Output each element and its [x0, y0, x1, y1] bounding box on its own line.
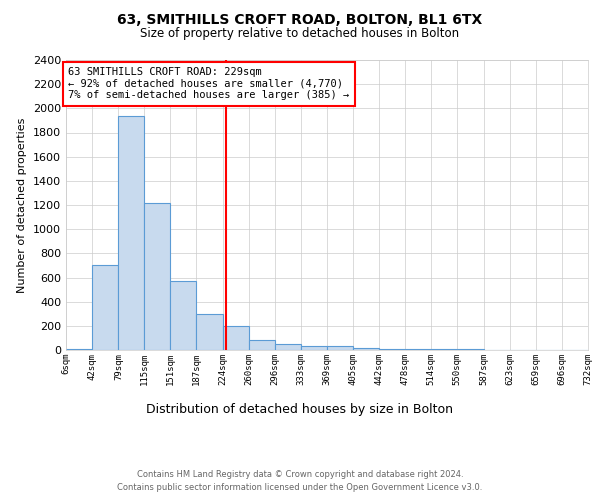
- Text: Size of property relative to detached houses in Bolton: Size of property relative to detached ho…: [140, 28, 460, 40]
- Bar: [248, 340, 275, 350]
- Bar: [406, 349, 431, 350]
- Bar: [223, 326, 248, 350]
- Y-axis label: Number of detached properties: Number of detached properties: [17, 118, 28, 292]
- Text: Distribution of detached houses by size in Bolton: Distribution of detached houses by size …: [146, 402, 454, 415]
- Bar: [301, 346, 327, 350]
- Bar: [145, 202, 170, 350]
- Text: Contains public sector information licensed under the Open Government Licence v3: Contains public sector information licen…: [118, 482, 482, 492]
- Text: Contains HM Land Registry data © Crown copyright and database right 2024.: Contains HM Land Registry data © Crown c…: [137, 470, 463, 479]
- Bar: [275, 344, 301, 350]
- Bar: [92, 266, 118, 350]
- Text: 63, SMITHILLS CROFT ROAD, BOLTON, BL1 6TX: 63, SMITHILLS CROFT ROAD, BOLTON, BL1 6T…: [118, 12, 482, 26]
- Bar: [327, 346, 353, 350]
- Bar: [196, 314, 223, 350]
- Bar: [118, 116, 145, 350]
- Bar: [379, 349, 406, 350]
- Text: 63 SMITHILLS CROFT ROAD: 229sqm
← 92% of detached houses are smaller (4,770)
7% : 63 SMITHILLS CROFT ROAD: 229sqm ← 92% of…: [68, 68, 349, 100]
- Bar: [353, 348, 379, 350]
- Bar: [170, 281, 196, 350]
